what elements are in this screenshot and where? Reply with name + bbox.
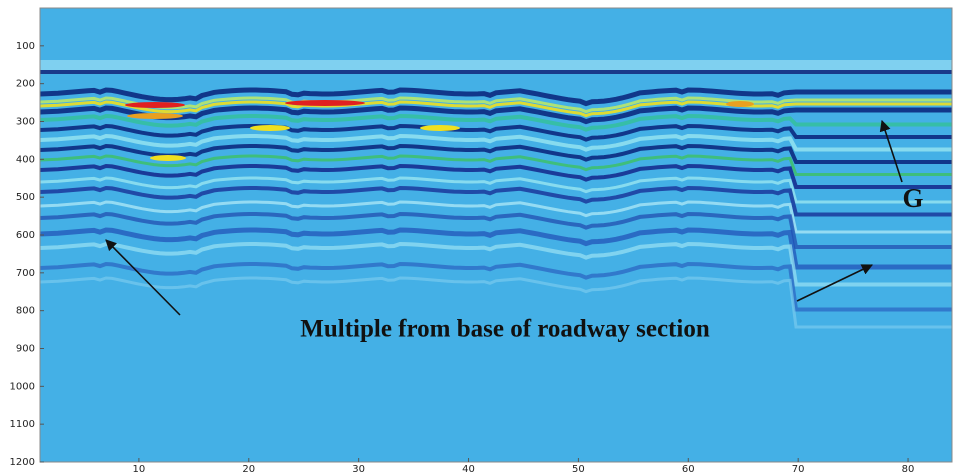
annotation: Multiple from base of roadway section — [300, 316, 710, 343]
annotation: G — [902, 183, 923, 213]
hot-spot — [125, 102, 185, 108]
y-tick-label: 500 — [16, 192, 35, 203]
x-tick-label: 60 — [682, 464, 695, 475]
upper-band — [40, 60, 952, 70]
hot-spot — [250, 125, 290, 131]
chart: 100 200 300 400 500 600 700 800 900 1000 1100 1200 1… — [0, 0, 964, 475]
y-tick-label: 1000 — [10, 381, 35, 392]
y-tick-label: 400 — [16, 154, 35, 165]
page: {"chart_data": {"type": "image", "xlim":… — [0, 0, 964, 475]
x-tick-label: 80 — [902, 464, 915, 475]
y-tick-label: 300 — [16, 117, 35, 128]
x-tick-label: 50 — [572, 464, 585, 475]
x-tick-label: 20 — [242, 464, 255, 475]
upper-band — [40, 70, 952, 74]
x-tick-label: 70 — [792, 464, 805, 475]
y-tick-label: 900 — [16, 344, 35, 355]
x-tick-label: 30 — [352, 464, 365, 475]
y-tick-label: 600 — [16, 230, 35, 241]
hot-spot — [420, 125, 460, 131]
hot-spot — [285, 100, 365, 106]
y-tick-label: 200 — [16, 79, 35, 90]
y-tick-label: 800 — [16, 306, 35, 317]
hot-spot — [726, 101, 754, 107]
hot-spot — [127, 113, 183, 119]
y-tick-label: 1100 — [10, 419, 35, 430]
hot-spot — [150, 155, 186, 161]
y-tick-label: 1200 — [10, 457, 35, 468]
x-tick-label: 10 — [133, 464, 146, 475]
x-tick-label: 40 — [462, 464, 475, 475]
y-tick-label: 700 — [16, 268, 35, 279]
y-tick-label: 100 — [16, 41, 35, 52]
